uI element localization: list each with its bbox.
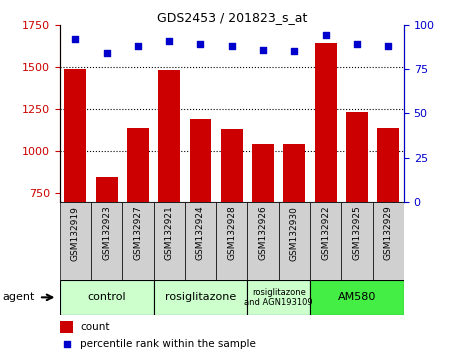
Bar xyxy=(154,280,247,315)
Text: percentile rank within the sample: percentile rank within the sample xyxy=(80,339,256,349)
Point xyxy=(291,48,298,54)
Text: count: count xyxy=(80,322,110,332)
Point xyxy=(134,43,141,49)
Bar xyxy=(158,70,180,202)
Text: GSM132930: GSM132930 xyxy=(290,206,299,261)
Point xyxy=(166,38,173,44)
Point xyxy=(228,43,235,49)
Text: GSM132919: GSM132919 xyxy=(71,206,80,261)
Point xyxy=(72,36,79,42)
Point xyxy=(103,50,110,56)
Point xyxy=(353,41,361,47)
Text: control: control xyxy=(87,292,126,302)
Bar xyxy=(284,144,305,202)
Text: rosiglitazone: rosiglitazone xyxy=(165,292,236,302)
Bar xyxy=(310,280,404,315)
Point xyxy=(322,33,330,38)
Bar xyxy=(127,127,149,202)
Text: AM580: AM580 xyxy=(338,292,376,302)
Text: rosiglitazone
and AGN193109: rosiglitazone and AGN193109 xyxy=(245,288,313,307)
Bar xyxy=(315,43,336,202)
Bar xyxy=(247,280,310,315)
Bar xyxy=(247,202,279,280)
Bar xyxy=(60,280,154,315)
Bar xyxy=(310,202,341,280)
Text: GSM132924: GSM132924 xyxy=(196,206,205,260)
Text: agent: agent xyxy=(2,292,35,302)
Point xyxy=(197,41,204,47)
Bar xyxy=(279,202,310,280)
Title: GDS2453 / 201823_s_at: GDS2453 / 201823_s_at xyxy=(157,11,307,24)
Point xyxy=(385,43,392,49)
Bar xyxy=(64,69,86,202)
Bar xyxy=(373,202,404,280)
Point xyxy=(259,47,267,52)
Bar xyxy=(377,127,399,202)
Bar xyxy=(91,202,122,280)
Bar xyxy=(216,202,247,280)
Bar xyxy=(60,202,91,280)
Text: GSM132923: GSM132923 xyxy=(102,206,111,261)
Bar xyxy=(190,119,212,202)
Bar xyxy=(60,321,73,333)
Text: GSM132925: GSM132925 xyxy=(353,206,362,261)
Bar xyxy=(154,202,185,280)
Bar xyxy=(95,177,118,202)
Text: GSM132928: GSM132928 xyxy=(227,206,236,261)
Text: GSM132927: GSM132927 xyxy=(134,206,142,261)
Text: GSM132922: GSM132922 xyxy=(321,206,330,260)
Bar xyxy=(341,202,373,280)
Bar xyxy=(252,144,274,202)
Bar xyxy=(221,129,243,202)
Point xyxy=(63,341,70,347)
Bar xyxy=(185,202,216,280)
Bar xyxy=(122,202,154,280)
Bar xyxy=(346,113,368,202)
Text: GSM132921: GSM132921 xyxy=(165,206,174,261)
Text: GSM132929: GSM132929 xyxy=(384,206,393,261)
Text: GSM132926: GSM132926 xyxy=(258,206,268,261)
